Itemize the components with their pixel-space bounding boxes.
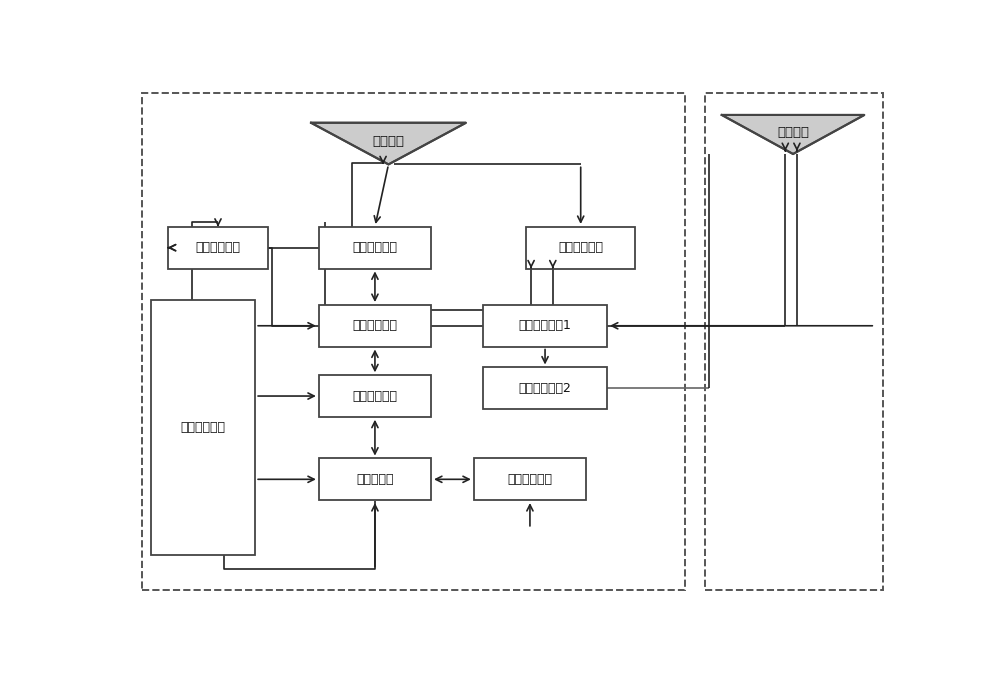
Text: 信号检波单元: 信号检波单元 [558, 241, 603, 254]
Bar [142, 93, 685, 590]
Text: 增益补偿单元: 增益补偿单元 [196, 241, 240, 254]
Bar [319, 227, 431, 268]
Bar [168, 227, 268, 268]
Bar [705, 93, 883, 590]
Text: 信号检测单元: 信号检测单元 [352, 389, 397, 402]
Bar [526, 227, 635, 268]
Text: 主控制单元: 主控制单元 [356, 473, 394, 486]
Polygon shape [311, 123, 466, 164]
Bar [474, 458, 586, 500]
Text: 室内天线: 室内天线 [777, 126, 809, 139]
Bar [319, 375, 431, 417]
Text: 射频滤波单元1: 射频滤波单元1 [519, 319, 571, 333]
Bar [319, 305, 431, 347]
Text: 室外天线: 室外天线 [372, 135, 404, 148]
Bar [319, 458, 431, 500]
Text: 增益調节单元: 增益調节单元 [352, 241, 397, 254]
Bar [151, 299, 255, 555]
Bar [483, 368, 607, 409]
Polygon shape [722, 115, 864, 154]
Bar [483, 305, 607, 347]
Text: 射频滤波单元2: 射频滤波单元2 [519, 382, 571, 395]
Text: 增益控制单元: 增益控制单元 [352, 319, 397, 333]
Text: 人机交互单元: 人机交互单元 [507, 473, 552, 486]
Text: 供电控制单元: 供电控制单元 [180, 420, 225, 434]
